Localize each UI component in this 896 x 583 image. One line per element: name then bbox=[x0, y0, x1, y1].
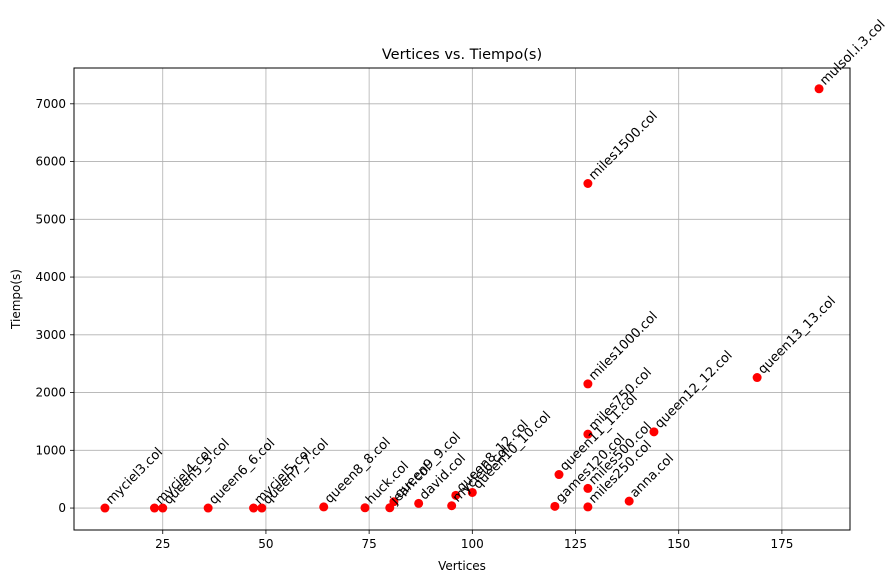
point-labels: myciel3.colmyciel4.colqueen5_5.colqueen6… bbox=[103, 17, 888, 508]
data-point-label: miles1500.col bbox=[586, 109, 661, 184]
data-point bbox=[752, 373, 762, 383]
data-points bbox=[100, 84, 824, 513]
x-axis-label: Vertices bbox=[438, 559, 486, 573]
data-point bbox=[414, 498, 424, 508]
data-point bbox=[451, 490, 461, 500]
data-point bbox=[257, 503, 267, 513]
y-tick-label: 3000 bbox=[35, 328, 66, 342]
grid-lines bbox=[74, 68, 850, 530]
data-point bbox=[583, 502, 593, 512]
data-point bbox=[583, 379, 593, 389]
x-tick-label: 100 bbox=[461, 537, 484, 551]
data-point bbox=[554, 470, 564, 480]
data-point bbox=[319, 502, 329, 512]
data-point-label: queen12_12.col bbox=[652, 348, 736, 432]
plot-frame bbox=[73, 67, 851, 531]
data-point bbox=[447, 501, 457, 511]
x-tick-label: 75 bbox=[361, 537, 376, 551]
data-point bbox=[389, 497, 399, 507]
chart-title: Vertices vs. Tiempo(s) bbox=[382, 47, 542, 63]
data-point-label: queen13_13.col bbox=[755, 294, 839, 378]
data-point bbox=[100, 503, 110, 513]
data-point-label: mulsol.i.3.col bbox=[817, 17, 888, 88]
y-tick-label: 4000 bbox=[35, 270, 66, 284]
data-point bbox=[149, 503, 159, 513]
x-tick-label: 175 bbox=[770, 537, 793, 551]
data-point bbox=[249, 503, 259, 513]
data-point bbox=[467, 487, 477, 497]
x-tick-label: 25 bbox=[155, 537, 170, 551]
y-axis-label: Tiempo(s) bbox=[9, 269, 23, 330]
y-tick-label: 0 bbox=[58, 501, 66, 515]
data-point bbox=[814, 84, 824, 94]
data-point bbox=[583, 483, 593, 493]
data-point bbox=[360, 503, 370, 513]
data-point bbox=[203, 503, 213, 513]
data-point bbox=[158, 503, 168, 513]
x-tick-label: 50 bbox=[258, 537, 273, 551]
data-point bbox=[583, 429, 593, 439]
y-tick-label: 6000 bbox=[35, 155, 66, 169]
y-tick-label: 1000 bbox=[35, 443, 66, 457]
x-tick-label: 125 bbox=[564, 537, 587, 551]
axis-ticks: 25 50 75 100 125 150 175 0 1000 2000 3000 4000 5000 6… bbox=[35, 97, 793, 551]
y-tick-label: 5000 bbox=[35, 212, 66, 226]
data-point bbox=[649, 427, 659, 437]
y-tick-label: 7000 bbox=[35, 97, 66, 111]
x-tick-label: 150 bbox=[667, 537, 690, 551]
data-point-label: queen8_12.col bbox=[454, 417, 532, 495]
data-point bbox=[624, 496, 634, 506]
data-point bbox=[583, 179, 593, 188]
data-point bbox=[550, 501, 560, 511]
y-tick-label: 2000 bbox=[35, 386, 66, 400]
